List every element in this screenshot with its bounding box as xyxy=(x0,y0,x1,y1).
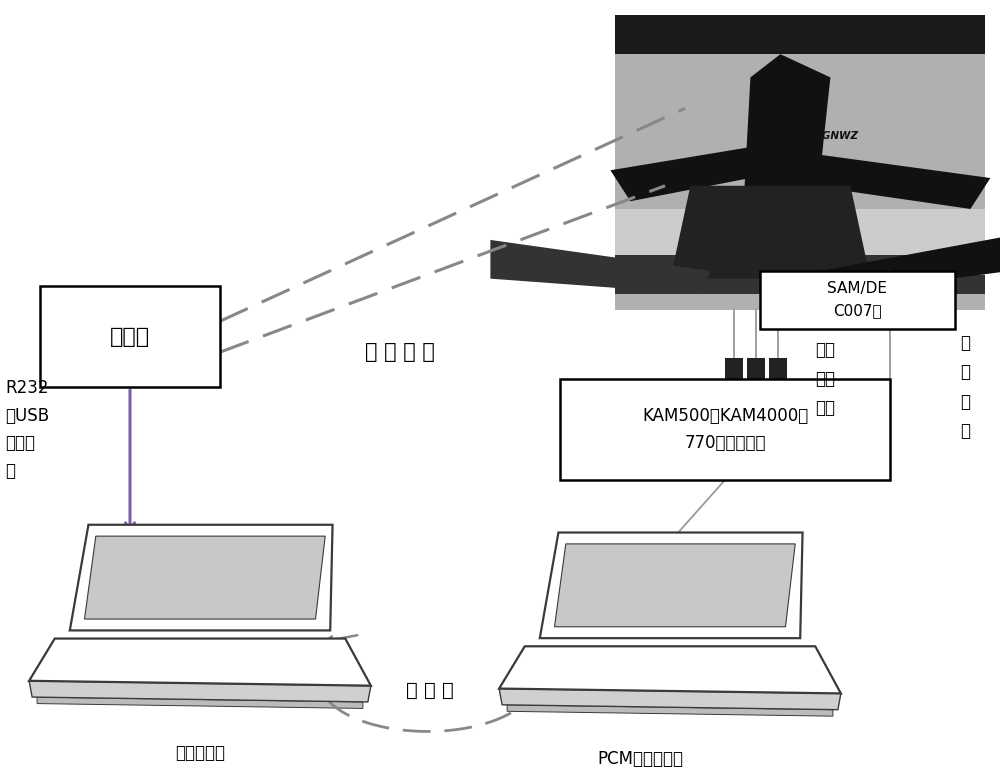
Polygon shape xyxy=(70,525,333,630)
Text: KAM500（KAM4000、
770等）采集器: KAM500（KAM4000、 770等）采集器 xyxy=(642,406,808,453)
Text: 全站仪: 全站仪 xyxy=(110,327,150,347)
Bar xyxy=(40,286,220,387)
Bar xyxy=(615,252,985,271)
Bar xyxy=(769,358,787,385)
Text: 校准计算机: 校准计算机 xyxy=(175,744,225,762)
Bar xyxy=(725,381,743,409)
Polygon shape xyxy=(555,544,795,627)
Bar xyxy=(615,15,985,310)
Polygon shape xyxy=(490,240,710,294)
Bar xyxy=(725,358,743,385)
Polygon shape xyxy=(810,155,990,209)
Polygon shape xyxy=(29,681,371,702)
Text: PCM检查计算机: PCM检查计算机 xyxy=(597,749,683,768)
Polygon shape xyxy=(84,536,325,619)
Polygon shape xyxy=(37,697,363,708)
Bar xyxy=(615,275,985,294)
Polygon shape xyxy=(610,147,750,201)
Bar xyxy=(747,358,765,385)
Text: SAM/DE
C007卡: SAM/DE C007卡 xyxy=(828,281,888,319)
Bar xyxy=(615,15,985,54)
Polygon shape xyxy=(540,533,803,638)
Text: C-GNWZ: C-GNWZ xyxy=(810,132,858,142)
Polygon shape xyxy=(507,705,833,716)
Bar xyxy=(560,379,890,480)
Bar xyxy=(615,209,985,255)
Polygon shape xyxy=(29,639,371,686)
Text: R232
转USB
信号输
出: R232 转USB 信号输 出 xyxy=(5,378,49,481)
Text: 机上
测试
电缆: 机上 测试 电缆 xyxy=(816,341,836,417)
Polygon shape xyxy=(499,689,841,710)
Text: 测
试
电
缆: 测 试 电 缆 xyxy=(960,334,970,440)
Polygon shape xyxy=(670,186,870,279)
Text: 坐 标 测 量: 坐 标 测 量 xyxy=(365,342,435,362)
Text: 以 太 网: 以 太 网 xyxy=(406,681,454,700)
Polygon shape xyxy=(820,224,1000,294)
Polygon shape xyxy=(740,54,830,263)
Bar xyxy=(747,381,765,409)
Bar xyxy=(769,381,787,409)
Polygon shape xyxy=(499,646,841,694)
Bar xyxy=(760,271,955,329)
